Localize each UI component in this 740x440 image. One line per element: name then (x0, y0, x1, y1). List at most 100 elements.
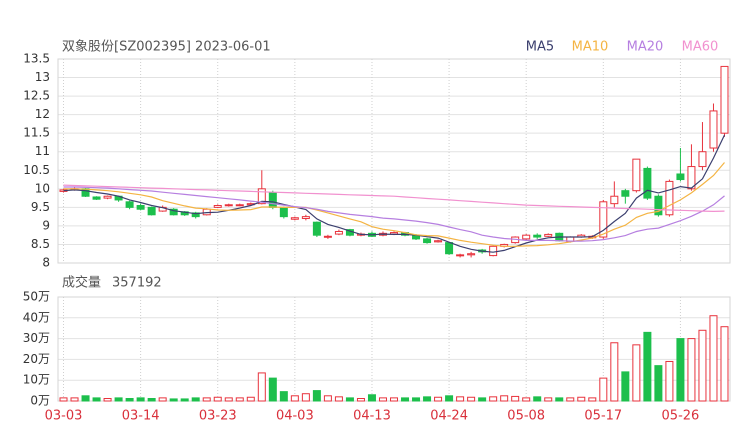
legend-entry: MA10 (572, 40, 609, 55)
candle-body (632, 158, 641, 192)
volume-bar (445, 395, 454, 402)
candle-body (268, 192, 277, 208)
candle-body (213, 205, 222, 208)
candle-body (434, 240, 443, 243)
volume-bar (588, 397, 597, 402)
candle-body (257, 188, 266, 205)
volume-bar (367, 394, 376, 402)
y-tick-label: 50万 (23, 290, 50, 304)
y-tick-label: 11.5 (23, 126, 50, 140)
candle-body (533, 234, 542, 238)
y-tick-label: 0万 (30, 394, 50, 408)
volume-bar (334, 396, 343, 402)
x-tick-label: 05-17 (584, 409, 622, 424)
volume-bar (610, 342, 619, 402)
volume-bar (224, 397, 233, 402)
volume-bar (114, 397, 123, 402)
volume-bar (390, 397, 398, 402)
volume-bar (356, 398, 365, 402)
y-tick-label: 40万 (23, 310, 50, 324)
y-tick-label: 13 (35, 70, 50, 84)
candle-body (169, 208, 178, 216)
volume-bar (378, 397, 387, 402)
volume-bar (478, 397, 487, 402)
volume-bar (643, 331, 652, 402)
volume-bar (92, 397, 101, 402)
y-tick-label: 8.5 (31, 237, 50, 251)
x-tick-label: 04-24 (430, 409, 468, 424)
candle-body (544, 233, 553, 237)
volume-bar (401, 397, 410, 402)
y-tick-label: 10万 (23, 373, 50, 387)
volume-bar (522, 397, 531, 402)
volume-bar (698, 329, 707, 402)
candle-body (147, 206, 156, 216)
volume-bar (147, 398, 156, 402)
volume-bar (158, 397, 167, 402)
ma-line (63, 186, 725, 242)
volume-bar (180, 398, 189, 402)
volume-bar (257, 372, 266, 402)
x-tick-label: 05-26 (662, 409, 700, 424)
candle-body (665, 180, 674, 216)
y-tick-label: 12.5 (23, 89, 50, 103)
volume-bar (544, 397, 553, 402)
candle-body (136, 205, 145, 210)
y-tick-label: 20万 (23, 352, 50, 366)
candle-body (235, 204, 244, 207)
y-tick-label: 10.5 (23, 163, 50, 177)
volume-bar (720, 326, 729, 402)
x-tick-label: 03-14 (122, 409, 160, 424)
volume-bar (632, 344, 641, 402)
volume-bar (290, 395, 299, 402)
candle-body (654, 195, 663, 216)
volume-bar (654, 365, 663, 402)
candle-body (125, 201, 134, 208)
y-tick-label: 9 (42, 218, 50, 232)
volume-bar (566, 397, 575, 402)
ma-line (63, 134, 726, 253)
volume-bar (103, 398, 112, 402)
candle-body (92, 196, 101, 200)
candle-body (522, 234, 531, 240)
volume-bar (59, 397, 68, 402)
volume-bar (81, 395, 90, 402)
x-tick-label: 05-08 (507, 409, 545, 424)
volume-bar (533, 396, 542, 402)
ma-line (63, 184, 725, 213)
candle-body (224, 204, 233, 207)
candle-body (709, 110, 718, 149)
legend-entry: MA5 (526, 40, 554, 55)
volume-bar (125, 398, 134, 402)
volume-bar (709, 315, 718, 402)
volume-bar (268, 377, 277, 402)
candle-body (445, 242, 454, 255)
volume-bar (412, 397, 421, 402)
candle-body (191, 212, 200, 218)
candle-body (103, 195, 112, 199)
candle-body (720, 65, 729, 134)
candle-body (621, 190, 630, 197)
price-frame (57, 58, 731, 264)
volume-bar (312, 390, 321, 402)
volume-label: 成交量 (62, 275, 101, 291)
candle-body (687, 166, 696, 190)
y-tick-label: 8 (42, 256, 50, 270)
candle-body (676, 173, 685, 181)
volume-bar (213, 396, 222, 402)
chart-title: 双象股份[SZ002395] 2023-06-01 (62, 40, 271, 55)
y-tick-label: 9.5 (31, 200, 50, 214)
volume-bar (599, 377, 608, 402)
volume-latest: 357192 (112, 276, 162, 291)
volume-bar (456, 396, 465, 402)
candle-body (323, 235, 332, 238)
x-tick-label: 03-03 (45, 409, 83, 424)
volume-bar (323, 395, 332, 402)
candle-body (290, 217, 299, 220)
volume-bar (555, 397, 564, 402)
volume-bar (202, 397, 211, 402)
volume-bar (621, 371, 630, 402)
legend-entry: MA20 (627, 40, 664, 55)
y-tick-label: 10 (35, 181, 50, 195)
